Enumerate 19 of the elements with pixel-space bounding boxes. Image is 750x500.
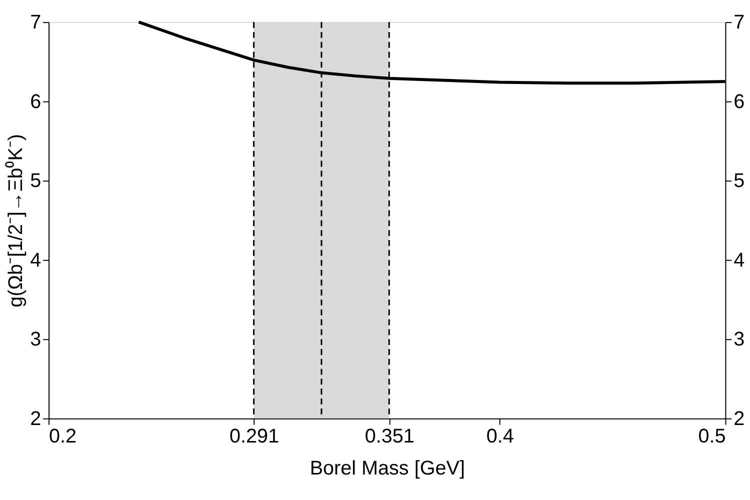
y2-tick-label: 4 xyxy=(734,249,745,272)
y-tick-label: 3 xyxy=(30,328,42,351)
x-tick-label: 0.2 xyxy=(49,426,77,448)
y-tick-label: 4 xyxy=(30,249,42,272)
y-tick-label: 6 xyxy=(30,90,42,113)
x-tick-label: 0.351 xyxy=(364,426,414,448)
x-tick-label: 0.5 xyxy=(698,426,726,448)
x-axis-title: Borel Mass [GeV] xyxy=(310,457,465,480)
y-tick-label: 2 xyxy=(30,408,42,430)
x-tick-label: 0.4 xyxy=(486,426,514,448)
y2-tick-label: 2 xyxy=(734,408,745,430)
y-tick-label: 7 xyxy=(30,11,42,34)
y-tick-label: 5 xyxy=(30,170,42,192)
y-axis-title: g(Ωb⁻[1/2⁻]→Ξb⁰K⁻) xyxy=(5,134,28,308)
y2-tick-label: 7 xyxy=(734,11,745,34)
y2-tick-label: 5 xyxy=(734,170,745,192)
x-tick-label: 0.291 xyxy=(230,426,280,448)
y2-tick-label: 6 xyxy=(734,90,745,113)
y2-tick-label: 3 xyxy=(734,328,745,351)
